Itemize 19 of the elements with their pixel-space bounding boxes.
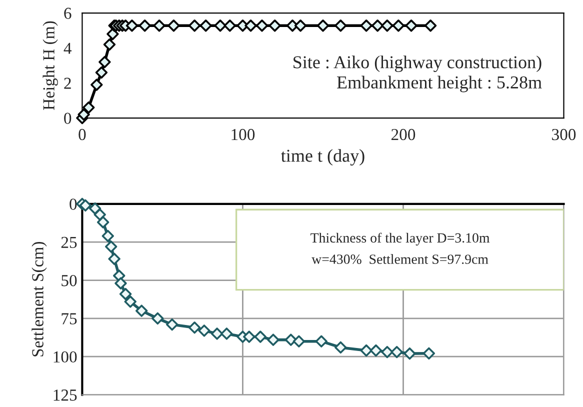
y-tick-label: 4 — [64, 42, 72, 54]
y-tick-label: 75 — [62, 313, 77, 324]
y-axis-title: Height H (m) — [42, 21, 58, 110]
y-tick-label: 0 — [70, 198, 77, 210]
x-tick-label: 0 — [78, 128, 86, 140]
y-tick-label: 2 — [64, 78, 71, 89]
y-axis-title: Settlement S(cm) — [32, 242, 47, 356]
y-tick-label: 125 — [54, 390, 77, 401]
annotation: Site : Aiko (highway construction) Embankment height : 5.28m — [294, 56, 542, 92]
x-tick-label: 200 — [391, 128, 416, 140]
y-tick-label: 0 — [64, 112, 72, 124]
y-tick-label: 6 — [64, 8, 72, 19]
x-axis-title: time t (day) — [281, 149, 364, 166]
x-tick-label: 300 — [552, 128, 576, 140]
y-tick-label: 25 — [61, 236, 77, 248]
x-tick-label: 100 — [232, 128, 255, 140]
annotation: Thickness of the layer D=3.10m w=430% Settlement S=97.9cm — [310, 232, 490, 264]
y-tick-label: 50 — [62, 274, 77, 286]
y-tick-label: 100 — [54, 351, 77, 363]
